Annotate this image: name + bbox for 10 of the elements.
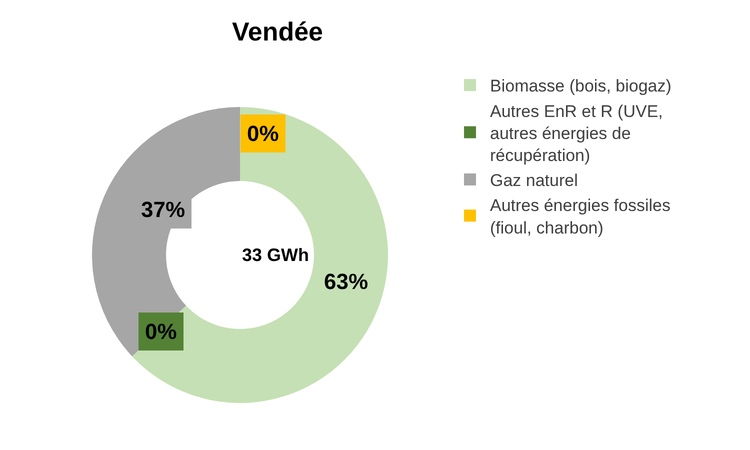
- text: 33 GWh: [242, 245, 310, 265]
- legend-label: Autres EnR et R (UVE, autres énergies de récupération): [490, 102, 663, 165]
- data-label: 37%: [141, 197, 186, 222]
- text: 0%: [247, 121, 279, 146]
- data-label: 63%: [324, 269, 368, 294]
- legend-label: Biomasse (bois, biogaz): [490, 76, 672, 96]
- legend-label: Gaz naturel: [490, 171, 578, 190]
- chart-title: Vendée: [232, 16, 324, 47]
- legend-label: Autres énergies fossiles (fioul, charbon): [490, 196, 670, 238]
- text: 0%: [145, 319, 177, 344]
